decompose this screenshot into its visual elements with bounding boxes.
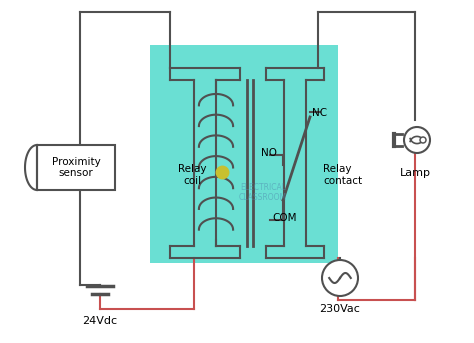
Text: NC: NC <box>312 108 327 118</box>
Bar <box>150 45 338 263</box>
Text: CLASSROOM: CLASSROOM <box>239 193 287 202</box>
Text: Proximity
sensor: Proximity sensor <box>52 157 100 178</box>
Circle shape <box>322 260 358 296</box>
Text: 24Vdc: 24Vdc <box>82 316 118 326</box>
Text: Relay
contact: Relay contact <box>323 164 362 186</box>
Text: Lamp: Lamp <box>400 168 430 178</box>
Circle shape <box>420 137 426 143</box>
Bar <box>37 145 115 190</box>
Text: NO: NO <box>261 148 277 158</box>
Circle shape <box>404 127 430 153</box>
Text: ELECTRICAL: ELECTRICAL <box>240 184 286 192</box>
Text: Relay
coil: Relay coil <box>178 164 206 186</box>
Text: 230Vac: 230Vac <box>319 304 360 314</box>
Text: COM: COM <box>272 213 297 223</box>
